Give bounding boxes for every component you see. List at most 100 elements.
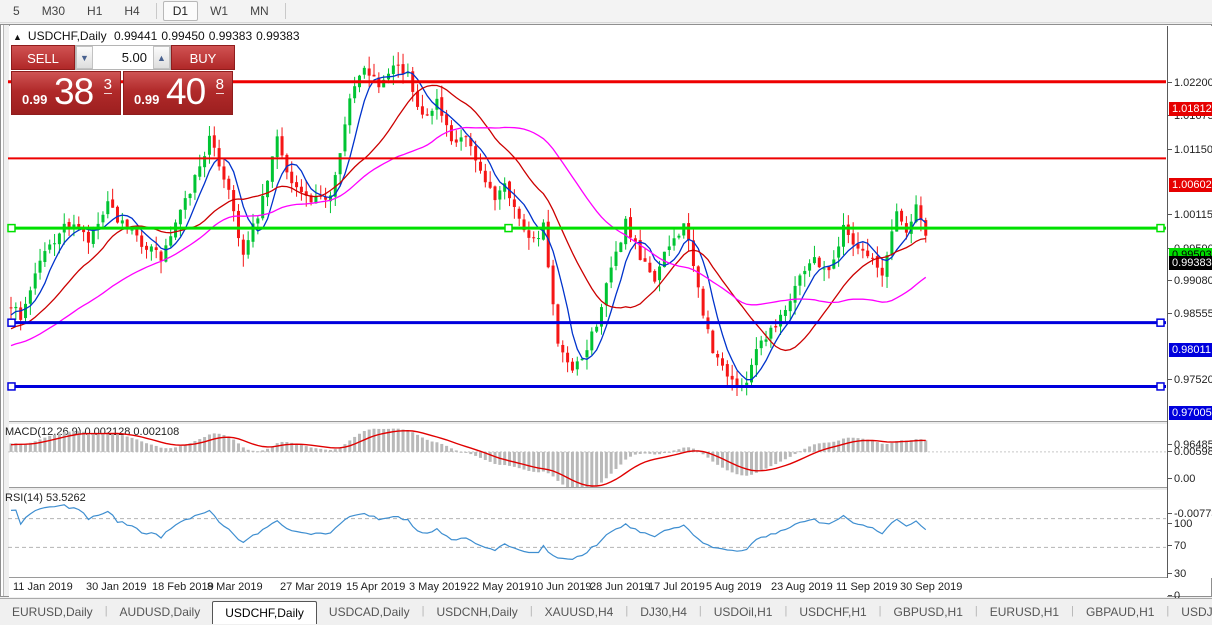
date-label: 18 Feb 2019	[152, 581, 214, 593]
chart-tab-dj30-h4[interactable]: DJ30,H4	[640, 605, 687, 619]
date-label: 11 Sep 2019	[836, 581, 898, 593]
quote-close: 0.99383	[256, 29, 300, 43]
price-axis[interactable]: 1.022001.016751.011501.001150.995900.990…	[1167, 26, 1212, 602]
timeframe-button-m30[interactable]: M30	[41, 4, 66, 18]
one-click-trade-panel: SELL ▼ ▲ BUY 0.99 38 3 0.99 40 8	[11, 45, 235, 115]
axis-tick-mark	[1168, 214, 1172, 216]
date-label: 28 Jun 2019	[590, 581, 651, 593]
collapse-triangle-icon[interactable]: ▲	[13, 32, 22, 42]
buy-price-pip: 8	[215, 76, 224, 94]
axis-tick-mark	[1168, 115, 1172, 117]
chart-tab-bar: EURUSD,Daily | AUDUSD,Daily USDCHF,Daily USD…	[0, 598, 1212, 624]
sell-price-prefix: 0.99	[22, 92, 48, 107]
price-badge-0.99383: 0.99383	[1169, 255, 1212, 270]
axis-tick-mark	[1168, 573, 1172, 575]
quote-open: 0.99441	[113, 29, 158, 43]
date-label: 22 May 2019	[467, 581, 531, 593]
date-label: 10 Jun 2019	[531, 581, 592, 593]
price-tick-label: 0.99080	[1174, 274, 1212, 287]
date-label: 27 Mar 2019	[280, 581, 342, 593]
chart-tab-usdoil-h1[interactable]: USDOil,H1	[713, 605, 773, 619]
pane-separator[interactable]	[9, 422, 1167, 424]
price-tick-label: 1.01150	[1174, 143, 1212, 156]
timeframe-button-w1[interactable]: W1	[210, 4, 229, 18]
chart-tab-eurusd-h1[interactable]: EURUSD,H1	[989, 605, 1060, 619]
pane-separator[interactable]	[9, 488, 1167, 490]
tab-separator: |	[625, 605, 629, 617]
timeframe-button-mn[interactable]: MN	[250, 4, 269, 18]
timeframe-button-h1[interactable]: H1	[87, 4, 103, 18]
symbol-label: USDCHF,Daily	[27, 29, 107, 43]
volume-input[interactable]	[93, 46, 153, 69]
buy-price-button[interactable]: 0.99 40 8	[123, 71, 233, 115]
buy-price-prefix: 0.99	[134, 92, 160, 107]
rsi-tick-label: 70	[1174, 539, 1187, 552]
timeframe-button-5[interactable]: 5	[13, 4, 20, 18]
price-badge-1.01812: 1.01812	[1169, 101, 1212, 116]
sell-button[interactable]: SELL	[11, 45, 75, 70]
price-tick-label: 1.02200	[1174, 77, 1212, 90]
date-label: 11 Jan 2019	[13, 581, 73, 593]
timeframe-button-d1[interactable]: D1	[162, 1, 199, 21]
volume-spinner: ▼ ▲	[75, 45, 171, 70]
axis-tick-mark	[1168, 313, 1172, 315]
date-label: 30 Sep 2019	[900, 581, 963, 593]
axis-tick-mark	[1168, 82, 1172, 84]
chart-tab-usdchf-daily[interactable]: USDCHF,Daily	[212, 601, 317, 624]
tab-separator: |	[421, 605, 425, 617]
macd-tick-label: -0.007737	[1174, 507, 1212, 520]
axis-tick-mark	[1168, 477, 1172, 479]
price-badge-1.00602: 1.00602	[1169, 178, 1212, 193]
axis-tick-mark	[1168, 279, 1172, 281]
volume-increase-button[interactable]: ▲	[153, 46, 170, 69]
axis-tick-mark	[1168, 523, 1172, 524]
date-label: 3 May 2019	[409, 581, 467, 593]
chart-tab-audusd-daily[interactable]: AUDUSD,Daily	[119, 605, 201, 619]
date-label: 30 Jan 2019	[86, 581, 147, 593]
tab-separator: |	[784, 605, 788, 617]
sell-price-pip: 3	[103, 76, 112, 94]
volume-decrease-button[interactable]: ▼	[76, 46, 93, 69]
date-label: 23 Aug 2019	[771, 581, 833, 593]
chart-tab-usdcnh-daily[interactable]: USDCNH,Daily	[436, 605, 518, 619]
chart-tab-usdcad-daily[interactable]: USDCAD,Daily	[328, 605, 410, 619]
chart-tab-xauusd-h4[interactable]: XAUUSD,H4	[544, 605, 614, 619]
axis-tick-mark	[1168, 544, 1172, 546]
sell-price-big: 38	[54, 71, 94, 112]
macd-tick-label: 0.00	[1174, 472, 1196, 485]
chart-tab-gbpusd-h1[interactable]: GBPUSD,H1	[893, 605, 963, 619]
axis-tick-mark	[1168, 378, 1172, 380]
tab-separator: |	[104, 605, 108, 617]
chart-title: ▲ USDCHF,Daily 0.99441 0.99450 0.99383 0.993…	[13, 29, 304, 43]
axis-tick-mark	[1168, 148, 1172, 150]
chart-tab-eurusd-daily[interactable]: EURUSD,Daily	[12, 605, 93, 619]
sell-price-button[interactable]: 0.99 38 3	[11, 71, 121, 115]
timeframe-toolbar: 5 M30 H1 H4 D1 W1 MN	[0, 0, 1212, 23]
rsi-label: RSI(14) 53.5262	[5, 492, 86, 504]
rsi-pane[interactable]	[9, 490, 1167, 578]
time-axis[interactable]: 11 Jan 2019 30 Jan 2019 18 Feb 2019 8 Mar 2…	[9, 578, 1167, 597]
chart-tab-usdjp[interactable]: USDJP	[1181, 605, 1212, 619]
macd-pane[interactable]	[9, 424, 1167, 488]
rsi-tick-label: 100	[1174, 518, 1193, 530]
tab-separator: |	[1166, 605, 1170, 617]
timeframe-button-h4[interactable]: H4	[124, 4, 140, 18]
toolbar-separator	[155, 3, 157, 19]
axis-tick-mark	[1168, 444, 1172, 446]
price-tick-label: 1.00115	[1174, 209, 1212, 222]
quote-high: 0.99450	[161, 29, 205, 43]
date-label: 17 Jul 2019	[648, 581, 705, 593]
buy-price-big: 40	[166, 71, 206, 112]
axis-tick-mark	[1168, 595, 1172, 596]
date-label: 8 Mar 2019	[207, 581, 263, 593]
chart-tab-usdchf-h1[interactable]: USDCHF,H1	[799, 605, 867, 619]
tab-separator: |	[974, 605, 978, 617]
buy-button[interactable]: BUY	[171, 45, 235, 70]
date-label: 5 Aug 2019	[706, 581, 762, 593]
tab-separator: |	[529, 605, 533, 617]
chart-tab-gbpaud-h1[interactable]: GBPAUD,H1	[1085, 605, 1155, 619]
price-badge-0.97005: 0.97005	[1169, 406, 1212, 421]
date-label: 15 Apr 2019	[346, 581, 406, 593]
price-tick-label: 0.96485	[1174, 439, 1212, 452]
